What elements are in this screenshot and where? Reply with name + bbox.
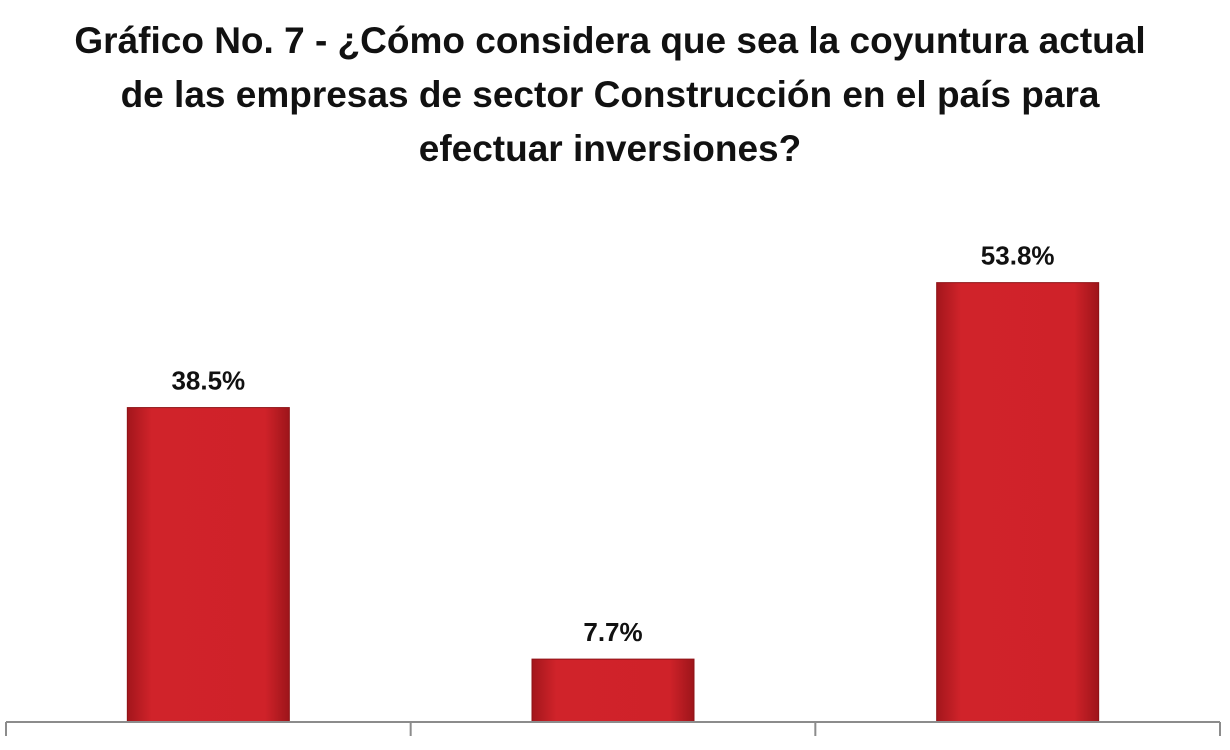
chart-title: Gráfico No. 7 - ¿Cómo considera que sea … xyxy=(74,20,1146,169)
data-labels-layer: 38.5% 7.7% 53.8% xyxy=(171,241,1054,647)
x-axis xyxy=(5,721,1221,736)
bar-2 xyxy=(531,658,695,723)
data-label-3: 53.8% xyxy=(981,241,1055,271)
bar-3 xyxy=(936,282,1100,723)
data-label-1: 38.5% xyxy=(171,366,245,396)
data-label-2: 7.7% xyxy=(583,617,642,647)
bars-layer xyxy=(126,282,1100,723)
bar-1 xyxy=(126,407,290,723)
